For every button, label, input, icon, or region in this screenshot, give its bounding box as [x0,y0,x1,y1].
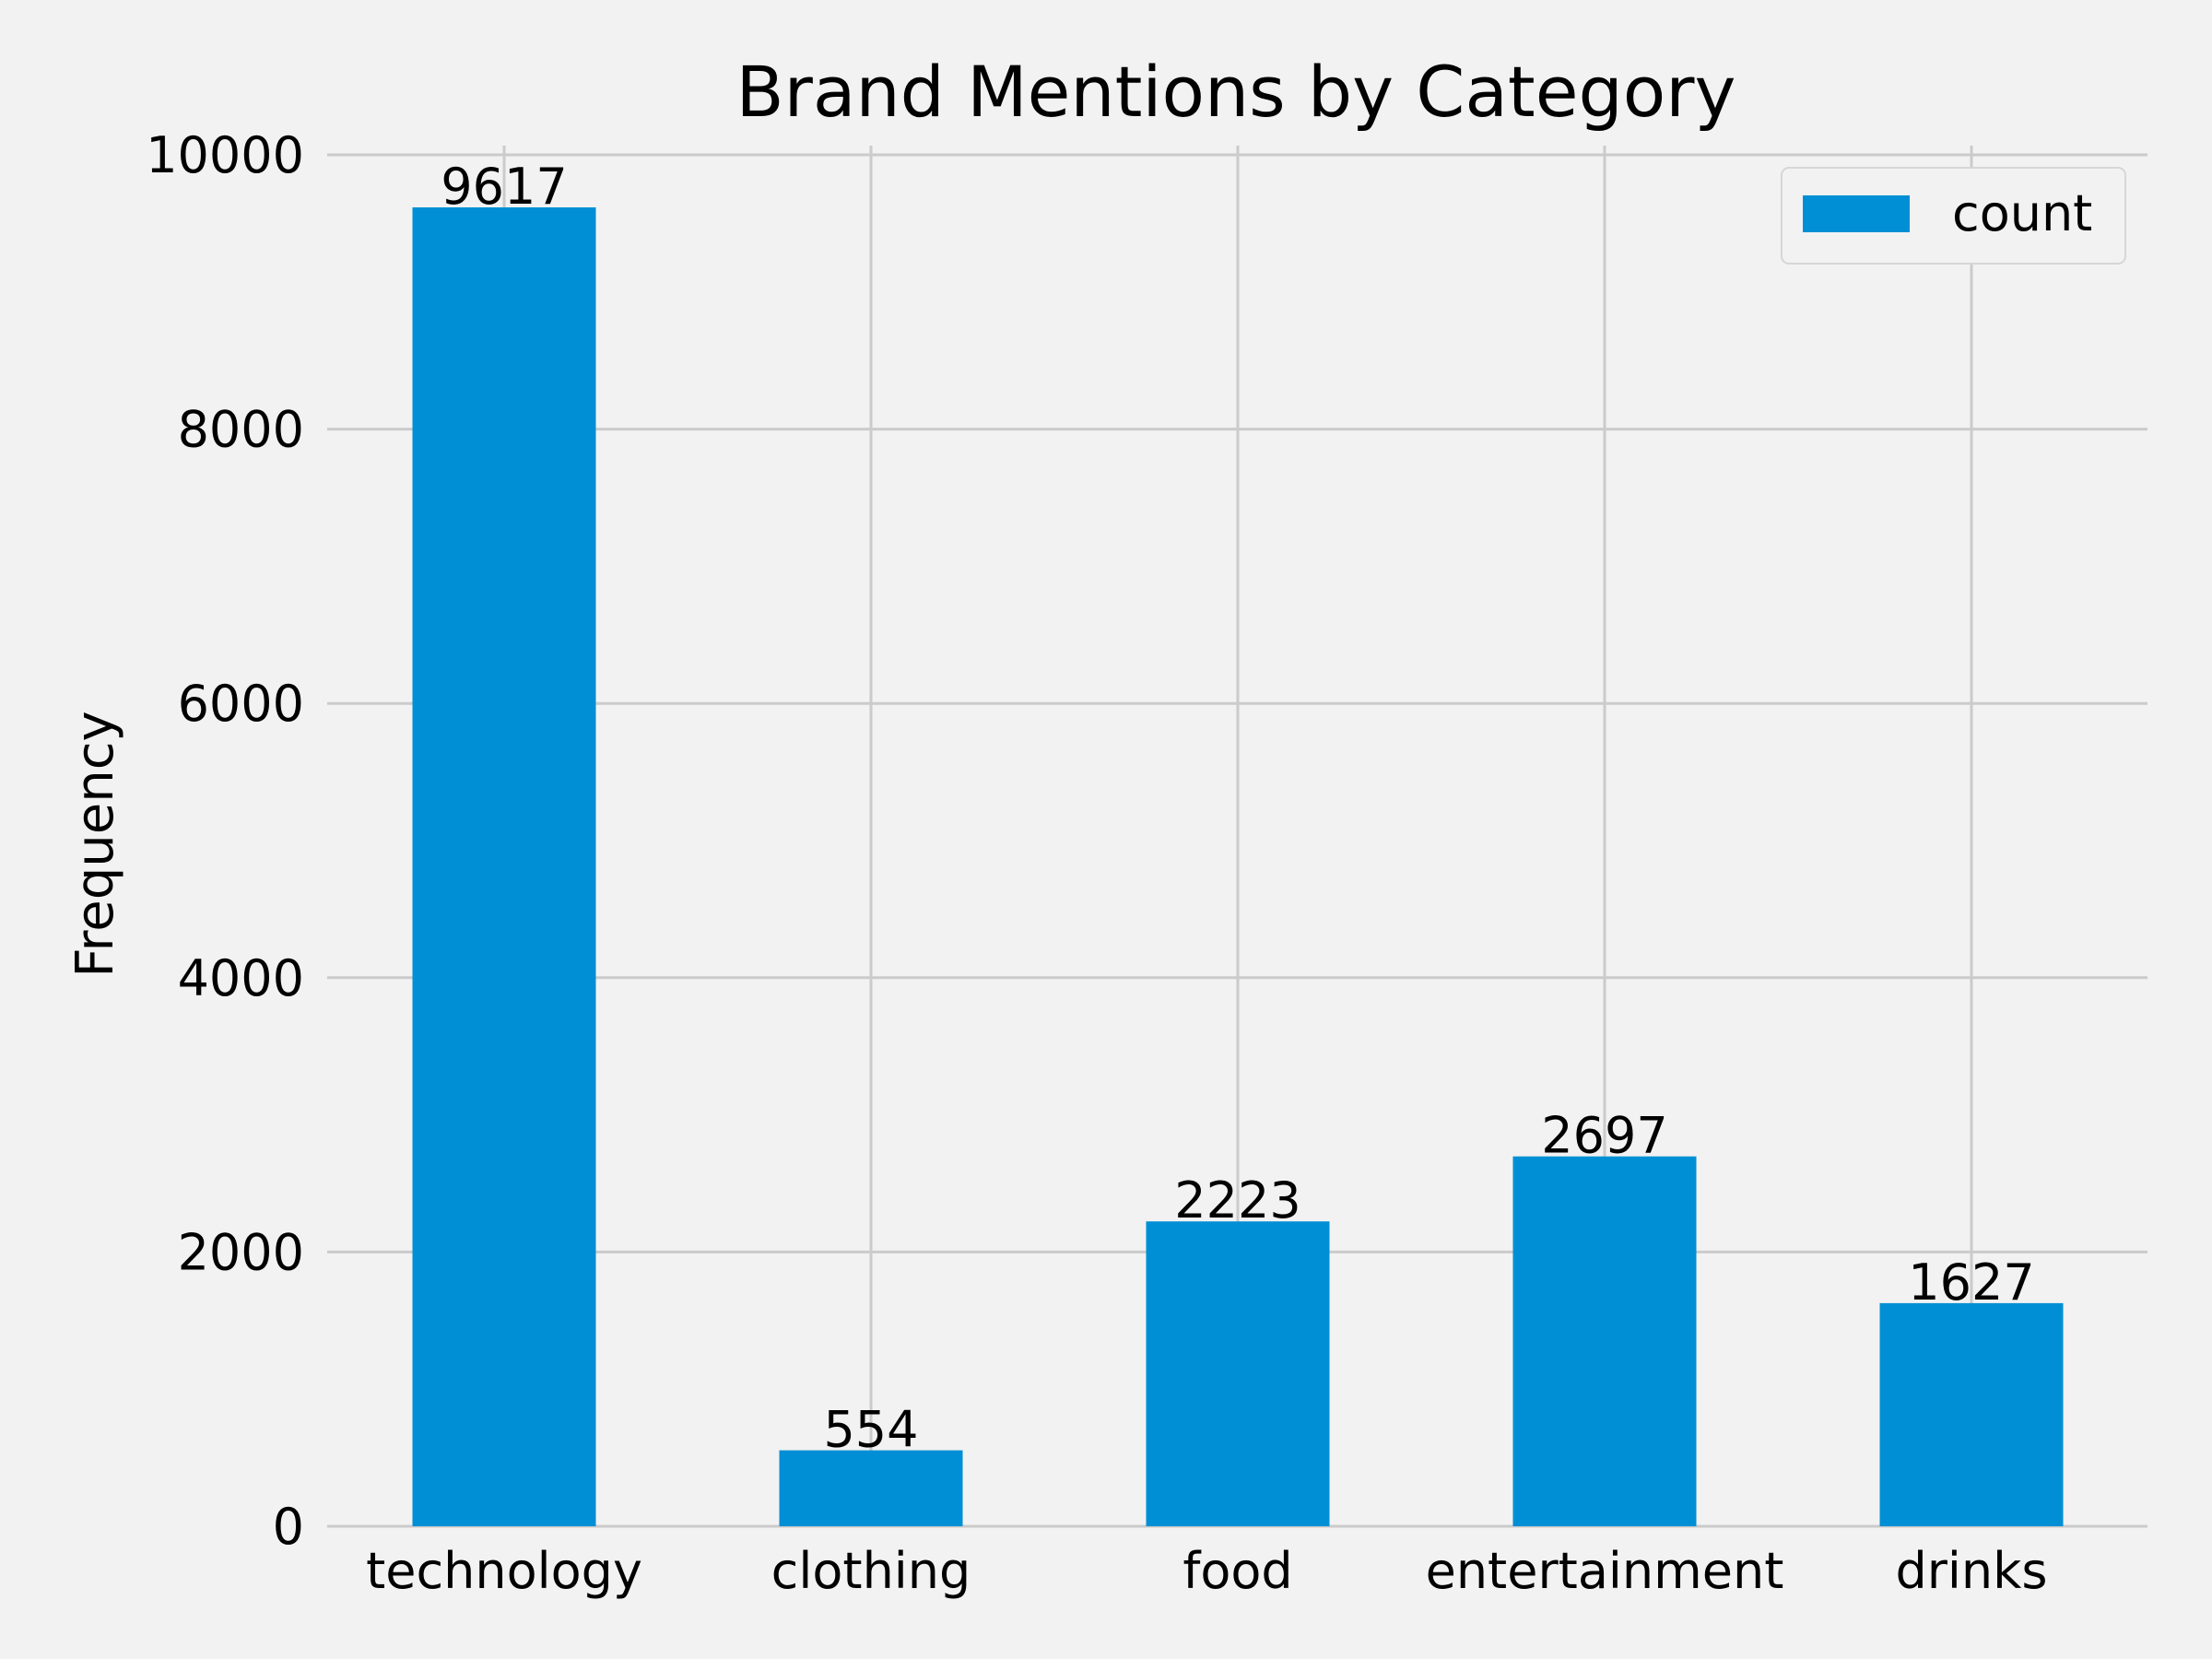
x-tick-label-food: food [1182,1542,1292,1600]
x-tick-label-drinks: drinks [1895,1542,2047,1600]
y-tick-labels: 0 2000 4000 6000 8000 10000 [146,126,304,1556]
y-tick-label: 10000 [146,126,304,184]
data-labels: 9617 554 2223 2697 1627 [441,158,2034,1459]
bar-drinks [1879,1302,2064,1526]
data-label-food: 2223 [1174,1171,1300,1230]
bar-technology [412,206,596,1527]
y-tick-label: 6000 [178,675,304,733]
data-label-entertainment: 2697 [1541,1107,1667,1165]
data-label-drinks: 1627 [1908,1253,2034,1312]
y-tick-label: 2000 [178,1223,304,1281]
bar-entertainment [1512,1156,1697,1526]
chart-title: Brand Mentions by Category [736,51,1736,133]
bar-food [1146,1221,1330,1526]
x-tick-label-entertainment: entertainment [1426,1542,1784,1600]
legend: count [1781,167,2126,265]
y-tick-label: 8000 [178,401,304,459]
y-axis-label: Frequency [65,711,125,977]
y-tick-label: 0 [273,1498,304,1556]
data-label-clothing: 554 [823,1401,918,1459]
legend-swatch [1803,195,1910,232]
bar-clothing [779,1450,963,1526]
y-tick-label: 4000 [178,949,304,1007]
legend-label: count [1952,184,2092,242]
x-tick-labels: technology clothing food entertainment drink… [366,1542,2047,1600]
x-tick-label-clothing: clothing [771,1542,971,1600]
bars [412,206,2064,1527]
legend-box [1781,167,2126,265]
data-label-technology: 9617 [441,158,567,216]
x-tick-label-technology: technology [366,1542,642,1600]
